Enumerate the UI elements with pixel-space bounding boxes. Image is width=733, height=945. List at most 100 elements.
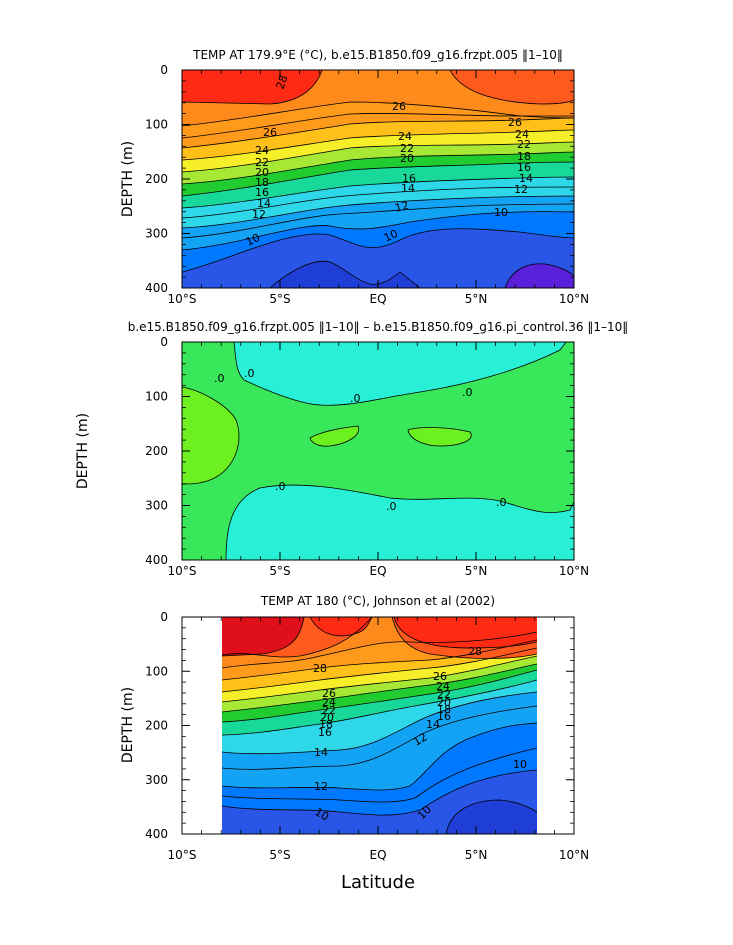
band-deep-east <box>505 263 574 288</box>
clabel: 14 <box>519 172 533 185</box>
clabel: .0 <box>496 496 507 509</box>
clabel: 12 <box>514 183 528 196</box>
clabel: 12 <box>314 780 328 793</box>
band-28-west-center <box>310 617 372 636</box>
clabel: 24 <box>436 680 450 693</box>
y-tick-label: 0 <box>160 610 168 624</box>
y-tick-label: 100 <box>145 390 168 404</box>
x-tick-label: EQ <box>369 848 386 862</box>
clabel: 24 <box>398 130 412 143</box>
clabel: 18 <box>437 703 451 716</box>
clabel: 10 <box>244 231 262 249</box>
clabel: 10 <box>494 206 508 219</box>
clabel: 14 <box>426 718 440 731</box>
x-tick-label: 10°N <box>559 292 589 306</box>
y-tick-label: 400 <box>145 553 168 567</box>
panel1-axes: 10°S 5°S EQ 5°N 10°N 0 100 200 300 400 <box>145 63 589 306</box>
panel1-title: TEMP AT 179.9°E (°C), b.e15.B1850.f09_g1… <box>192 48 563 62</box>
clabel: 10 <box>513 758 527 771</box>
panel2-axes: 10°S 5°S EQ 5°N 10°N 0 100 200 300 400 <box>145 335 589 578</box>
clabel: 16 <box>318 726 332 739</box>
clabel: .0 <box>350 392 361 405</box>
y-tick-label: 200 <box>145 444 168 458</box>
panel-model-temperature: TEMP AT 179.9°E (°C), b.e15.B1850.f09_g1… <box>120 48 589 306</box>
panel3-contour-labels: 28 28 26 26 24 24 22 22 20 20 18 18 16 1… <box>313 645 528 824</box>
clabel: 18 <box>319 718 333 731</box>
panel1-contour-labels: 28 26 26 26 24 24 24 22 22 22 20 20 18 1… <box>244 73 533 248</box>
clabel: 20 <box>400 152 414 165</box>
x-tick-label: EQ <box>369 564 386 578</box>
clabel: 10 <box>382 227 400 245</box>
clabel: .0 <box>244 367 255 380</box>
x-tick-label: 10°N <box>559 848 589 862</box>
panel2-ylabel: DEPTH (m) <box>75 413 91 489</box>
clabel: 22 <box>517 138 531 151</box>
y-tick-label: 100 <box>145 118 168 132</box>
x-tick-label: 5°S <box>269 292 290 306</box>
y-tick-label: 300 <box>145 773 168 787</box>
band-27-east <box>450 70 574 104</box>
x-tick-label: 10°S <box>168 848 197 862</box>
clabel: 16 <box>517 161 531 174</box>
clabel: 26 <box>392 100 406 113</box>
clabel: 26 <box>433 670 447 683</box>
y-tick-label: 400 <box>145 281 168 295</box>
panel2-contour-lines <box>182 342 574 560</box>
x-tick-label: 5°S <box>269 564 290 578</box>
clabel: 20 <box>320 711 334 724</box>
y-tick-label: 200 <box>145 719 168 733</box>
clabel: 22 <box>255 156 269 169</box>
panel1-ylabel: DEPTH (m) <box>120 141 136 217</box>
panel-observed-temperature: TEMP AT 180 (°C), Johnson et al (2002) <box>120 594 589 893</box>
panel1-contour-fill <box>182 70 574 288</box>
x-tick-label: 5°N <box>465 292 488 306</box>
clabel: 12 <box>411 730 430 748</box>
clabel: 14 <box>257 197 271 210</box>
x-tick-label: 5°S <box>269 848 290 862</box>
clabel: 18 <box>255 176 269 189</box>
panel3-axes: 10°S 5°S EQ 5°N 10°N 0 100 200 300 400 <box>145 610 589 862</box>
clabel: 28 <box>313 662 327 675</box>
clabel: 12 <box>252 208 266 221</box>
x-tick-label: EQ <box>369 292 386 306</box>
panel3-title: TEMP AT 180 (°C), Johnson et al (2002) <box>260 594 495 608</box>
clabel: 16 <box>255 186 269 199</box>
panel3-contour-fill <box>222 617 537 834</box>
clabel: 28 <box>274 73 291 91</box>
panel-temperature-difference: b.e15.B1850.f09_g16.frzpt.005 ‖1–10‖ – b… <box>75 320 628 578</box>
clabel: .0 <box>214 372 225 385</box>
clabel: 24 <box>515 128 529 141</box>
band-8-east <box>446 800 537 834</box>
clabel: 16 <box>437 710 451 723</box>
clabel: 26 <box>508 116 522 129</box>
y-tick-label: 300 <box>145 227 168 241</box>
y-tick-label: 300 <box>145 499 168 513</box>
panel2-contour-fill <box>182 342 574 560</box>
clabel: 26 <box>263 126 277 139</box>
x-tick-label: 10°S <box>168 292 197 306</box>
panel1-contour-lines <box>182 70 574 288</box>
clabel: 20 <box>437 696 451 709</box>
region-cool-upper <box>234 342 566 406</box>
clabel: .0 <box>275 480 286 493</box>
y-tick-label: 0 <box>160 335 168 349</box>
band-8-central <box>270 261 420 288</box>
clabel: 14 <box>314 746 328 759</box>
clabel: 22 <box>400 142 414 155</box>
clabel: 10 <box>313 805 332 823</box>
clabel: 24 <box>255 144 269 157</box>
clabel: 26 <box>322 687 336 700</box>
band-28-east <box>394 617 537 648</box>
x-tick-label: 10°S <box>168 564 197 578</box>
clabel: .0 <box>386 500 397 513</box>
region-warm-east <box>408 427 472 446</box>
clabel: 22 <box>322 704 336 717</box>
region-warm-center <box>310 426 359 447</box>
y-tick-label: 400 <box>145 827 168 841</box>
panel2-title: b.e15.B1850.f09_g16.frzpt.005 ‖1–10‖ – b… <box>128 320 629 334</box>
clabel: 24 <box>322 696 336 709</box>
panel3-ylabel: DEPTH (m) <box>120 687 136 763</box>
region-warm-west <box>182 387 239 484</box>
y-tick-label: 0 <box>160 63 168 77</box>
